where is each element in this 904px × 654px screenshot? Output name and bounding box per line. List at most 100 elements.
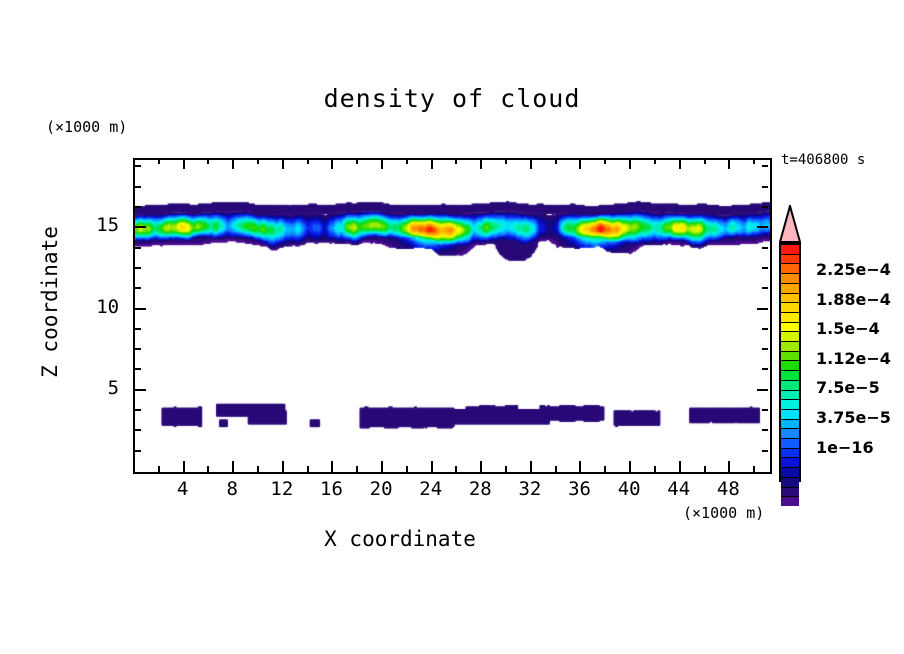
- x-axis-tick: [530, 158, 532, 169]
- y-axis-tick: [135, 328, 141, 330]
- colorbar-band: [781, 273, 799, 283]
- colorbar-band: [781, 467, 799, 477]
- colorbar-band: [781, 292, 799, 303]
- x-axis-tick: [232, 158, 234, 169]
- x-axis-tick: [753, 466, 755, 472]
- x-tick-label: 24: [419, 478, 443, 500]
- y-axis-tick: [762, 206, 768, 208]
- x-axis-tick: [331, 158, 333, 169]
- x-axis-tick: [158, 158, 160, 164]
- x-axis-tick: [183, 158, 185, 169]
- colorbar-band: [781, 253, 799, 264]
- y-axis-unit-label: (×1000 m): [46, 118, 128, 136]
- y-axis-tick: [757, 389, 768, 391]
- x-axis-title: X coordinate: [324, 527, 476, 551]
- x-axis-tick: [183, 461, 185, 472]
- x-axis-tick: [579, 158, 581, 169]
- x-tick-label: 32: [518, 478, 542, 500]
- y-axis-tick: [135, 348, 141, 350]
- x-axis-tick: [455, 466, 457, 472]
- x-axis-tick: [555, 158, 557, 164]
- x-tick-label: 28: [468, 478, 492, 500]
- x-axis-tick: [505, 466, 507, 472]
- y-axis-tick: [135, 308, 146, 310]
- x-axis-tick: [654, 158, 656, 164]
- y-axis-tick: [135, 247, 141, 249]
- colorbar-band: [781, 486, 799, 497]
- y-axis-tick: [762, 165, 768, 167]
- y-axis-tick: [135, 429, 141, 431]
- colorbar-band: [781, 457, 799, 468]
- x-axis-tick: [455, 158, 457, 164]
- y-tick-label: 5: [107, 376, 120, 399]
- colorbar-tick-label: 3.75e−5: [816, 408, 891, 428]
- y-axis-tick: [135, 409, 141, 411]
- x-axis-tick: [530, 461, 532, 472]
- colorbar-band: [781, 496, 799, 506]
- x-axis-tick: [480, 461, 482, 472]
- x-axis-tick: [555, 466, 557, 472]
- x-axis-tick: [406, 466, 408, 472]
- x-axis-tick: [604, 466, 606, 472]
- x-axis-tick: [629, 158, 631, 169]
- x-axis-tick: [158, 466, 160, 472]
- colorbar-band: [781, 263, 799, 274]
- colorbar-band: [781, 370, 799, 380]
- x-tick-label: 48: [716, 478, 740, 500]
- y-axis-tick: [762, 287, 768, 289]
- x-axis-tick: [406, 158, 408, 164]
- colorbar-band: [781, 282, 799, 293]
- colorbar-bands: [779, 243, 801, 506]
- x-axis-tick: [753, 158, 755, 164]
- y-axis-tick: [135, 389, 146, 391]
- x-tick-label: 44: [667, 478, 691, 500]
- colorbar-tick-label: 1.88e−4: [816, 289, 891, 309]
- y-axis-tick: [135, 165, 141, 167]
- colorbar-band: [781, 302, 799, 312]
- y-axis-tick: [762, 247, 768, 249]
- x-axis-tick: [579, 461, 581, 472]
- x-axis-tick: [679, 461, 681, 472]
- page-title: density of cloud: [323, 84, 581, 113]
- colorbar-tick-label: 1.12e−4: [816, 348, 891, 368]
- y-axis-tick: [135, 368, 141, 370]
- x-axis-tick: [381, 158, 383, 169]
- cloud-density-contour-canvas: [135, 160, 770, 472]
- y-axis-tick: [135, 450, 141, 452]
- x-axis-tick: [728, 158, 730, 169]
- y-axis-tick: [135, 267, 141, 269]
- colorbar-band: [781, 321, 799, 332]
- x-axis-tick: [629, 461, 631, 472]
- colorbar-band: [781, 476, 799, 487]
- x-tick-label: 4: [176, 478, 189, 500]
- x-axis-tick: [307, 158, 309, 164]
- colorbar-band: [781, 447, 799, 458]
- y-axis-tick: [762, 186, 768, 188]
- x-tick-label: 16: [320, 478, 343, 500]
- x-axis-tick: [257, 466, 259, 472]
- x-axis-tick: [431, 158, 433, 169]
- y-axis-title: Z coordinate: [38, 226, 62, 378]
- x-axis-tick: [356, 466, 358, 472]
- colorbar-band: [781, 311, 799, 322]
- colorbar-tick-label: 1e−16: [816, 437, 874, 457]
- x-tick-label: 8: [226, 478, 238, 500]
- colorbar-band: [781, 399, 799, 409]
- x-axis-tick: [257, 158, 259, 164]
- colorbar-tick-label: 2.25e−4: [816, 260, 891, 280]
- x-axis-tick: [704, 158, 706, 164]
- x-axis-tick: [679, 158, 681, 169]
- colorbar-band: [781, 245, 799, 254]
- colorbar-band: [781, 331, 799, 342]
- x-axis-tick: [207, 466, 209, 472]
- y-axis-tick: [762, 429, 768, 431]
- x-axis-tick: [480, 158, 482, 169]
- y-axis-tick: [135, 287, 141, 289]
- x-axis-tick: [728, 461, 730, 472]
- x-axis-tick: [356, 158, 358, 164]
- y-axis-tick: [135, 226, 146, 228]
- x-axis-tick: [431, 461, 433, 472]
- y-axis-tick: [762, 328, 768, 330]
- x-axis-tick: [282, 461, 284, 472]
